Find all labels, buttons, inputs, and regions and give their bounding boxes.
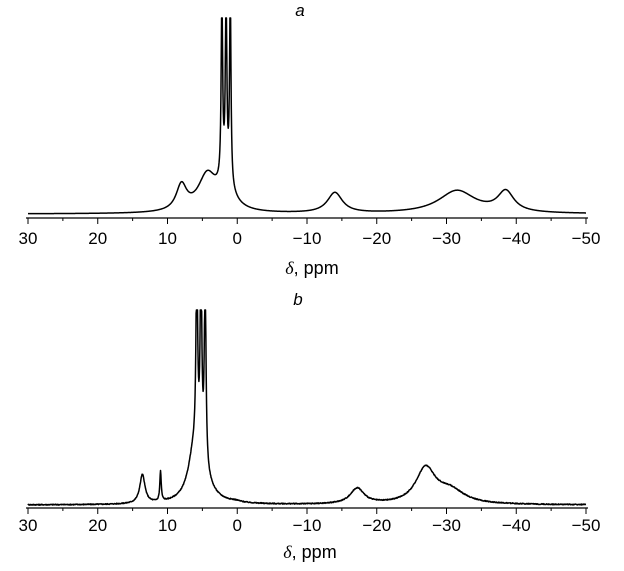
panel-a-x-axis-label: δ, ppm xyxy=(285,258,338,278)
panel-b-x-tick-label: 10 xyxy=(158,516,177,535)
panel-a-label: a xyxy=(295,1,304,20)
panel-b-x-tick-label: 0 xyxy=(233,516,242,535)
panel-b: b 30 20 10 0 −10 −20 −30 −40 −50 δ, ppm xyxy=(19,290,601,562)
panel-a-x-ticks: 30 20 10 0 −10 −20 −30 −40 −50 xyxy=(19,218,601,248)
plot-b-area xyxy=(26,309,588,509)
panel-b-x-tick-label: 20 xyxy=(88,516,107,535)
panel-b-x-axis-unit: , ppm xyxy=(292,542,337,562)
panel-b-x-tick-label: −30 xyxy=(432,516,461,535)
panel-b-x-tick-label: −20 xyxy=(362,516,391,535)
panel-b-x-tick-label: −10 xyxy=(293,516,322,535)
panel-b-x-axis-label: δ, ppm xyxy=(283,542,336,562)
panel-a-spectrum-line xyxy=(27,17,587,215)
panel-b-x-axis-symbol: δ xyxy=(283,542,292,562)
panel-a-x-tick-label: −30 xyxy=(432,229,461,248)
panel-b-spectrum-line xyxy=(27,309,587,506)
panel-a-x-axis-unit: , ppm xyxy=(294,258,339,278)
panel-b-x-tick-label: 30 xyxy=(19,516,38,535)
plot-a-area xyxy=(26,17,588,219)
panel-b-x-tick-label: −50 xyxy=(572,516,601,535)
panel-a-x-tick-label: 30 xyxy=(19,229,38,248)
panel-a-x-tick-label: −10 xyxy=(293,229,322,248)
panel-b-x-ticks: 30 20 10 0 −10 −20 −30 −40 −50 xyxy=(19,508,601,535)
panel-a-x-tick-label: −50 xyxy=(572,229,601,248)
panel-a: a 30 20 10 0 −10 −20 −30 −40 −50 δ, ppm xyxy=(19,1,601,278)
panel-b-label: b xyxy=(293,290,302,309)
panel-a-x-axis-symbol: δ xyxy=(285,258,294,278)
panel-a-x-tick-label: −20 xyxy=(362,229,391,248)
panel-a-x-tick-label: 20 xyxy=(88,229,107,248)
panel-b-x-tick-label: −40 xyxy=(502,516,531,535)
panel-a-x-tick-label: 10 xyxy=(158,229,177,248)
panel-a-x-tick-label: −40 xyxy=(502,229,531,248)
panel-a-x-tick-label: 0 xyxy=(233,229,242,248)
